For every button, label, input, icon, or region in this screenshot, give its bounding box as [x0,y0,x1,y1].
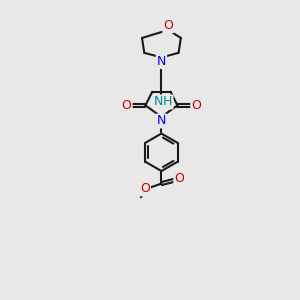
Text: O: O [174,172,184,185]
Text: N: N [157,55,166,68]
Text: O: O [140,182,150,195]
Text: O: O [164,20,173,32]
Text: O: O [122,99,132,112]
Text: O: O [191,99,201,112]
Text: N: N [154,95,164,109]
Text: H: H [163,95,172,109]
Text: N: N [157,115,166,128]
